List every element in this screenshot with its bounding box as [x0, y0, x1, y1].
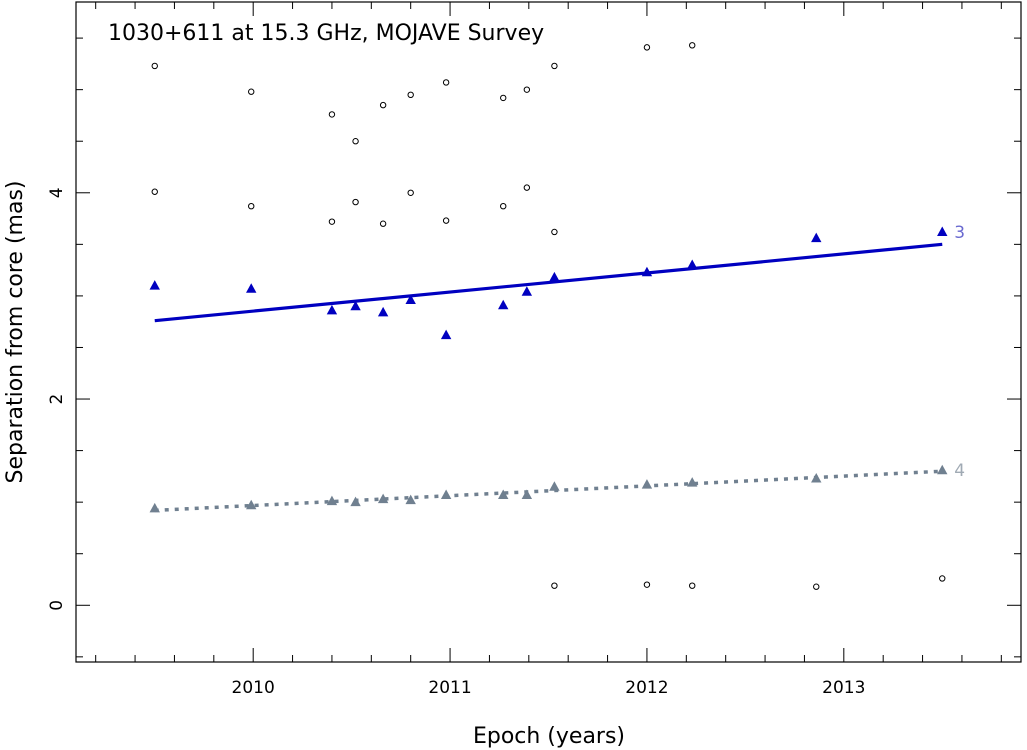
data-point-circle — [352, 198, 359, 206]
data-point-circle — [551, 62, 558, 70]
data-point-triangle-4 — [440, 489, 452, 499]
data-point-triangle-3 — [246, 283, 257, 293]
data-point-triangle-4 — [521, 489, 533, 499]
data-point-circle — [151, 62, 158, 70]
data-point-triangle-3 — [521, 286, 533, 296]
y-tick-label: 0 — [47, 600, 67, 611]
data-point-triangle-4 — [149, 502, 160, 513]
data-point-circle — [523, 86, 531, 93]
y-tick-label: 4 — [47, 187, 67, 198]
axis-ticks — [76, 2, 1021, 662]
x-tick-label: 2010 — [232, 678, 275, 698]
data-point-triangle-3 — [549, 271, 560, 282]
data-point-triangle-3 — [149, 280, 160, 290]
data-point-triangle-3 — [687, 259, 698, 269]
data-point-circle — [407, 189, 414, 196]
data-point-triangle-3 — [350, 300, 361, 311]
x-axis-label: Epoch (years) — [473, 724, 625, 749]
data-point-circle — [442, 217, 450, 224]
data-point-circle — [248, 202, 255, 210]
x-tick-label: 2013 — [822, 678, 865, 698]
data-point-triangle-3 — [641, 266, 653, 277]
data-point-triangle-3 — [326, 304, 338, 315]
data-point-triangle-3 — [811, 232, 822, 243]
y-tick-label: 2 — [47, 394, 67, 405]
data-point-triangle-4 — [246, 499, 257, 510]
data-point-circle — [939, 575, 946, 582]
chart-title: 1030+611 at 15.3 GHz, MOJAVE Survey — [108, 21, 544, 46]
data-point-triangle-4 — [377, 493, 389, 504]
data-point-circle — [328, 218, 336, 225]
data-point-triangle-3 — [937, 226, 948, 236]
fit-line-3 — [154, 242, 943, 323]
data-point-circle — [643, 581, 651, 588]
data-point-circle — [352, 138, 359, 145]
data-point-circle — [551, 582, 558, 589]
data-point-triangle-4 — [937, 464, 948, 475]
data-point-circle — [689, 582, 696, 589]
series-label-4: 4 — [954, 461, 965, 481]
data-point-circle — [500, 202, 507, 210]
data-marks — [149, 42, 948, 590]
data-point-circle — [151, 188, 158, 195]
data-point-circle — [551, 228, 558, 236]
data-point-triangle-3 — [440, 329, 452, 340]
data-point-circle — [379, 220, 387, 227]
data-point-circle — [523, 184, 531, 191]
x-tick-label: 2012 — [625, 678, 668, 698]
data-point-triangle-4 — [350, 496, 361, 507]
axis-tick-labels: 2010 2011 2012 2013 0 2 4 — [47, 187, 865, 698]
data-point-triangle-4 — [498, 489, 509, 499]
data-point-circle — [643, 44, 651, 51]
fit-line-4 — [154, 469, 943, 513]
data-point-circle — [500, 94, 507, 102]
data-point-circle — [407, 91, 414, 99]
data-point-circle — [813, 583, 820, 590]
series-label-3: 3 — [954, 223, 965, 243]
data-point-triangle-4 — [687, 477, 698, 487]
data-point-triangle-4 — [326, 495, 338, 506]
fit-lines — [154, 242, 943, 513]
x-tick-label: 2011 — [428, 678, 471, 698]
data-point-triangle-4 — [549, 481, 560, 491]
data-point-triangle-3 — [498, 299, 509, 310]
data-point-triangle-4 — [405, 494, 416, 505]
data-point-triangle-4 — [641, 479, 653, 489]
plot-frame — [75, 1, 1022, 663]
data-point-circle — [689, 42, 696, 49]
series-labels: 34 — [954, 223, 965, 481]
data-point-triangle-3 — [405, 294, 416, 305]
data-point-triangle-3 — [377, 306, 389, 317]
data-point-circle — [442, 79, 450, 86]
y-axis-label: Separation from core (mas) — [3, 181, 28, 484]
data-point-circle — [248, 88, 255, 95]
data-point-triangle-4 — [811, 472, 822, 483]
data-point-circle — [379, 101, 387, 109]
data-point-circle — [328, 111, 336, 118]
